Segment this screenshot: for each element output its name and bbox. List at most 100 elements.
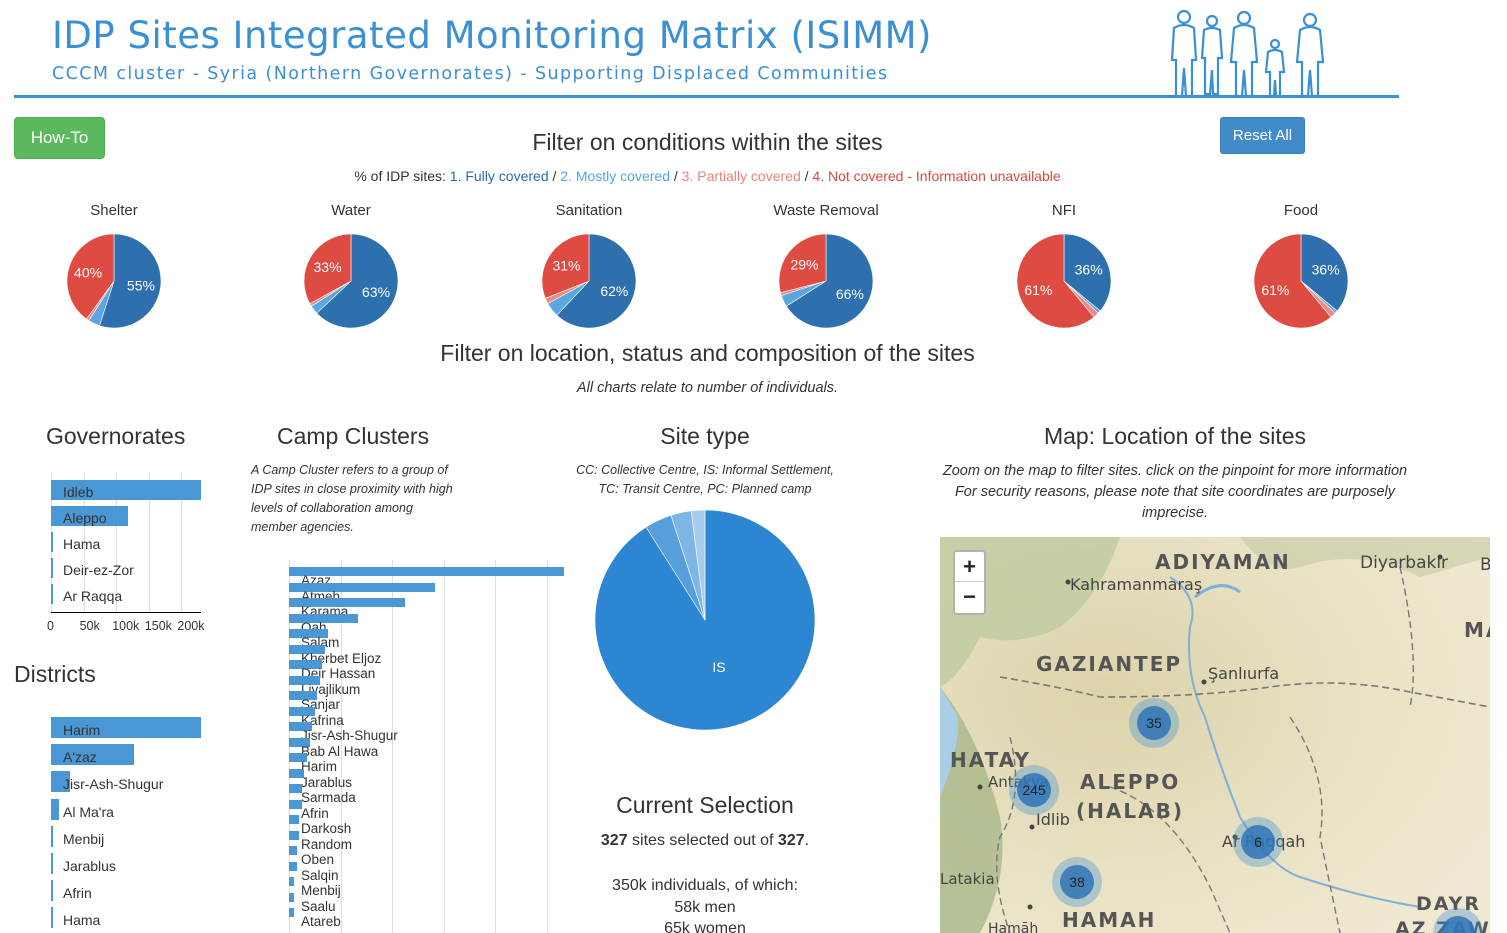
map-label-adiyaman: ADIYAMAN xyxy=(1155,550,1291,574)
bar[interactable] xyxy=(289,737,310,747)
bar[interactable] xyxy=(51,880,53,902)
pie-slice[interactable] xyxy=(66,233,115,320)
bar-label: Jisr-Ash-Shugur xyxy=(63,776,164,793)
bar[interactable] xyxy=(289,784,302,793)
map-canvas[interactable]: ADIYAMAN Diyarbakır Kahramanmaraş GAZIAN… xyxy=(940,537,1490,933)
bar[interactable] xyxy=(51,744,134,766)
legend-partially-covered: 3. Partially covered xyxy=(681,168,801,184)
selection-count-end: . xyxy=(804,832,810,849)
zoom-in-button[interactable]: + xyxy=(955,552,984,582)
map-note-1: Zoom on the map to filter sites. click o… xyxy=(942,463,1408,479)
bar[interactable] xyxy=(289,815,300,824)
pie-slice[interactable] xyxy=(1016,233,1095,329)
bar[interactable] xyxy=(289,660,323,669)
site-type-title: Site type xyxy=(660,423,750,449)
legend-separator: / xyxy=(673,168,678,184)
reset-all-button[interactable]: Reset All xyxy=(1220,117,1305,154)
bar[interactable] xyxy=(289,706,315,716)
bar[interactable] xyxy=(51,584,53,604)
bar[interactable] xyxy=(51,825,53,847)
bar[interactable] xyxy=(289,892,295,902)
pie-chart-water[interactable]: 63% 33% xyxy=(301,231,401,331)
pie-slice[interactable] xyxy=(99,233,162,329)
people-silhouette-icon xyxy=(1170,9,1325,98)
pie-value-label: 66% xyxy=(836,286,864,302)
map-label-gaziantep: GAZIANTEP xyxy=(1036,652,1182,676)
map-label-ma: MA xyxy=(1464,618,1490,642)
cluster-marker[interactable]: 35 xyxy=(1129,698,1179,748)
pie-slice[interactable] xyxy=(1300,233,1349,312)
bar[interactable] xyxy=(289,908,295,917)
bar[interactable] xyxy=(51,480,201,500)
bar-label: Salqin xyxy=(301,867,339,883)
cluster-marker[interactable]: 38 xyxy=(1052,857,1102,907)
pie-chart-food[interactable]: 36% 61% xyxy=(1251,231,1351,331)
location-subtitle: All charts relate to number of individua… xyxy=(576,380,839,396)
pie-slice[interactable] xyxy=(1063,233,1112,312)
bar[interactable] xyxy=(51,558,53,578)
bar[interactable] xyxy=(289,846,297,855)
sites-map[interactable]: ADIYAMAN Diyarbakır Kahramanmaraş GAZIAN… xyxy=(940,537,1490,933)
site-type-pie[interactable]: IS xyxy=(594,509,816,731)
gridline xyxy=(148,473,150,613)
map-label-sanliurfa: Şanlıurfa xyxy=(1208,664,1279,683)
cluster-marker[interactable]: 6 xyxy=(1233,817,1283,867)
bar[interactable] xyxy=(289,753,307,762)
bar[interactable] xyxy=(289,582,436,592)
bar[interactable] xyxy=(51,907,53,929)
bar[interactable] xyxy=(51,532,53,552)
pie-chart-sanitation[interactable]: 62% 31% xyxy=(539,231,639,331)
pie-slice[interactable] xyxy=(785,233,874,329)
zoom-out-button[interactable]: − xyxy=(963,584,976,609)
pie-chart-nfi[interactable]: 36% 61% xyxy=(1014,231,1114,331)
bar-label: Aleppo xyxy=(63,510,107,526)
bar[interactable] xyxy=(51,771,70,793)
cluster-marker[interactable]: 245 xyxy=(1009,765,1059,815)
pie-slice[interactable] xyxy=(1253,233,1332,329)
pie-value-label: 40% xyxy=(74,265,102,281)
pie-chart-waste-removal[interactable]: 66% 29% xyxy=(776,231,876,331)
pie-slice[interactable] xyxy=(541,233,590,299)
bar[interactable] xyxy=(289,691,318,700)
bar[interactable] xyxy=(289,861,297,871)
cluster-marker-partial[interactable] xyxy=(1433,908,1483,933)
pie-slice[interactable] xyxy=(690,509,706,621)
bar[interactable] xyxy=(51,717,201,738)
gridline xyxy=(116,473,118,613)
bar[interactable] xyxy=(289,799,302,809)
bar[interactable] xyxy=(51,506,128,526)
bar[interactable] xyxy=(51,798,59,820)
pie-slice[interactable] xyxy=(303,233,352,305)
pie-slice[interactable] xyxy=(556,233,637,329)
pie-slice[interactable] xyxy=(778,233,827,294)
bar[interactable] xyxy=(289,567,564,576)
legend-fully-covered: 1. Fully covered xyxy=(449,168,549,184)
bar[interactable] xyxy=(289,598,405,607)
bar[interactable] xyxy=(289,722,313,731)
conditions-title: Filter on conditions within the sites xyxy=(532,129,883,155)
gridline xyxy=(546,560,548,933)
map-label-dayr: DAYR xyxy=(1416,893,1481,915)
bar[interactable] xyxy=(289,830,300,840)
x-tick-label: 100k xyxy=(112,619,140,633)
bar[interactable] xyxy=(289,629,328,638)
selection-individuals: 350k individuals, of which: xyxy=(612,877,798,894)
app-title: IDP Sites Integrated Monitoring Matrix (… xyxy=(52,14,932,57)
bar-label: Afrin xyxy=(63,885,92,902)
bar[interactable] xyxy=(289,768,305,778)
bar[interactable] xyxy=(289,613,359,623)
bar-label: Jisr-Ash-Shugur xyxy=(301,728,398,743)
pie-slice[interactable] xyxy=(316,233,399,329)
bar[interactable] xyxy=(289,877,295,886)
bar-label: Darkosh xyxy=(301,821,352,836)
bar[interactable] xyxy=(289,675,320,685)
pie-chart-shelter[interactable]: 55% 40% xyxy=(64,231,164,331)
bar[interactable] xyxy=(289,644,325,654)
pie-value-label: 61% xyxy=(1261,282,1289,298)
map-label-aleppo: ALEPPO xyxy=(1080,770,1180,794)
map-note-3: imprecise. xyxy=(1141,505,1209,521)
gridline xyxy=(181,473,183,613)
selection-count-mid: sites selected out of xyxy=(627,832,778,849)
bar[interactable] xyxy=(51,853,53,874)
how-to-button[interactable]: How-To xyxy=(14,117,105,159)
